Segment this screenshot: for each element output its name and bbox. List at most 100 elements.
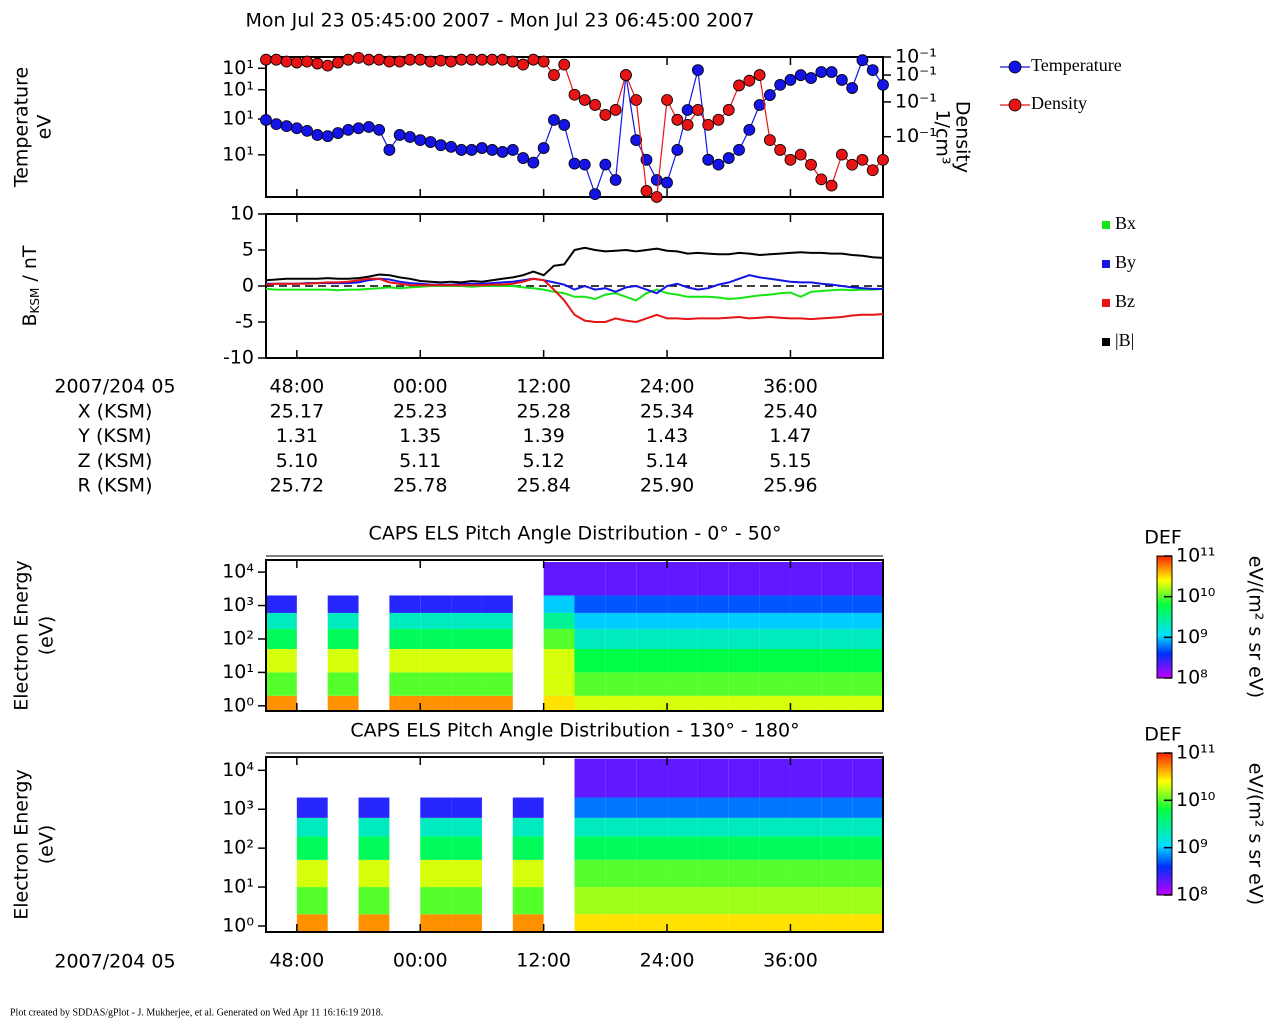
data-point xyxy=(794,148,807,161)
ephemeris-value: 25.23 xyxy=(393,401,447,423)
spectrogram-cell xyxy=(543,649,575,673)
data-point xyxy=(599,109,612,121)
spectrogram-cell xyxy=(574,695,606,711)
data-point xyxy=(733,79,745,92)
spectrogram-cell xyxy=(266,612,297,629)
spectrogram-cell xyxy=(574,672,606,696)
data-point xyxy=(743,123,756,136)
data-point xyxy=(609,174,622,186)
axis-label: Density xyxy=(952,101,974,173)
spectrogram-cell xyxy=(420,672,452,696)
data-point xyxy=(465,53,478,66)
data-point xyxy=(311,129,324,141)
spectrogram-cell xyxy=(327,672,359,696)
y-tick-label: 10⁴ xyxy=(222,561,254,583)
spectrogram-cell xyxy=(327,649,359,673)
data-point xyxy=(558,119,571,131)
spectrogram-cell xyxy=(852,672,883,696)
spectrogram-cell xyxy=(667,817,698,837)
spectrogram-cell xyxy=(636,562,668,596)
data-point xyxy=(835,148,848,161)
spectrogram-cell xyxy=(574,649,606,673)
ephemeris-value: 1.47 xyxy=(769,425,811,447)
data-point xyxy=(794,69,807,82)
data-point xyxy=(681,104,694,116)
data-point xyxy=(722,104,735,116)
data-point xyxy=(702,153,715,166)
y-tick-label: 10⁻¹ xyxy=(895,46,937,68)
data-point xyxy=(722,152,735,164)
data-point xyxy=(548,69,560,81)
y-tick-label: 10³ xyxy=(222,594,254,616)
ephemeris-label: Y (KSM) xyxy=(77,425,151,447)
legend-swatch xyxy=(1102,260,1110,268)
x-tick-label: 12:00 xyxy=(516,376,571,398)
data-point xyxy=(445,55,458,68)
data-point xyxy=(825,66,838,78)
spectrogram-cell xyxy=(821,628,853,650)
y-tick-label: 10¹ xyxy=(222,661,254,683)
spectrogram-cell xyxy=(728,695,760,711)
y-tick-label: 10² xyxy=(222,837,254,859)
spectrogram-cell xyxy=(759,758,791,798)
spectrogram-cell xyxy=(574,859,606,888)
spectrogram-cell xyxy=(821,914,853,932)
y-tick-label: 10⁹ xyxy=(1176,626,1208,648)
data-point xyxy=(825,179,838,192)
data-point xyxy=(712,113,725,126)
spectrogram-cell xyxy=(451,695,482,711)
spectrogram-cell xyxy=(697,887,729,915)
legend-swatch xyxy=(1102,338,1110,346)
spectrogram-cell xyxy=(759,595,791,613)
spectrogram-cell xyxy=(574,628,606,650)
data-point xyxy=(599,158,612,171)
y-tick-label: 10¹ xyxy=(222,78,254,100)
spectrogram-cell xyxy=(543,595,575,613)
spectrogram-cell xyxy=(667,628,698,650)
spectrogram-cell xyxy=(420,797,452,818)
axis-label: (eV) xyxy=(36,825,58,865)
spectrogram-cell xyxy=(636,695,668,711)
ephemeris-value: 25.28 xyxy=(516,401,570,423)
data-point xyxy=(866,164,879,177)
spectrogram-cell xyxy=(636,649,668,673)
data-point xyxy=(640,185,653,197)
ephemeris-value: 25.40 xyxy=(763,401,817,423)
spectrogram-cell xyxy=(667,859,698,888)
spectrogram-cell xyxy=(266,695,297,711)
data-point xyxy=(290,56,303,69)
ephemeris-value: 25.72 xyxy=(270,475,324,497)
spectrogram-cell xyxy=(543,628,575,650)
data-point xyxy=(702,118,715,131)
spectrogram-cell xyxy=(821,836,853,860)
spectrogram-cell xyxy=(790,695,822,711)
data-point xyxy=(620,69,632,81)
data-point xyxy=(434,139,447,152)
data-point xyxy=(445,140,458,153)
data-point xyxy=(332,127,344,139)
y-tick-label: 10⁹ xyxy=(1176,836,1208,858)
colorbar-unit: eV/(m² s sr eV) xyxy=(1245,763,1267,905)
y-tick-label: 10⁴ xyxy=(222,759,254,781)
data-point xyxy=(650,191,663,203)
spectrogram-cell xyxy=(420,836,452,860)
data-point xyxy=(321,130,334,143)
legend-swatch xyxy=(1102,299,1110,307)
y-tick-label: 10¹⁰ xyxy=(1176,789,1215,811)
spectrogram-cell xyxy=(420,628,452,650)
data-point xyxy=(774,78,787,91)
x-axis-label: 2007/204 05 xyxy=(54,951,175,973)
data-point xyxy=(332,56,344,69)
data-point xyxy=(846,82,859,94)
ephemeris-value: 25.90 xyxy=(640,475,694,497)
data-point xyxy=(763,89,776,101)
y-tick-label: 10¹ xyxy=(222,876,254,898)
spectrogram-cell xyxy=(358,859,390,888)
spectrogram-cell xyxy=(481,695,513,711)
ephemeris-value: 5.15 xyxy=(769,450,811,472)
spectrogram-cell xyxy=(728,649,760,673)
spectrogram-cell xyxy=(451,672,482,696)
spectrogram-cell xyxy=(574,887,606,915)
spectrogram-cell xyxy=(481,628,513,650)
data-point xyxy=(815,173,828,186)
